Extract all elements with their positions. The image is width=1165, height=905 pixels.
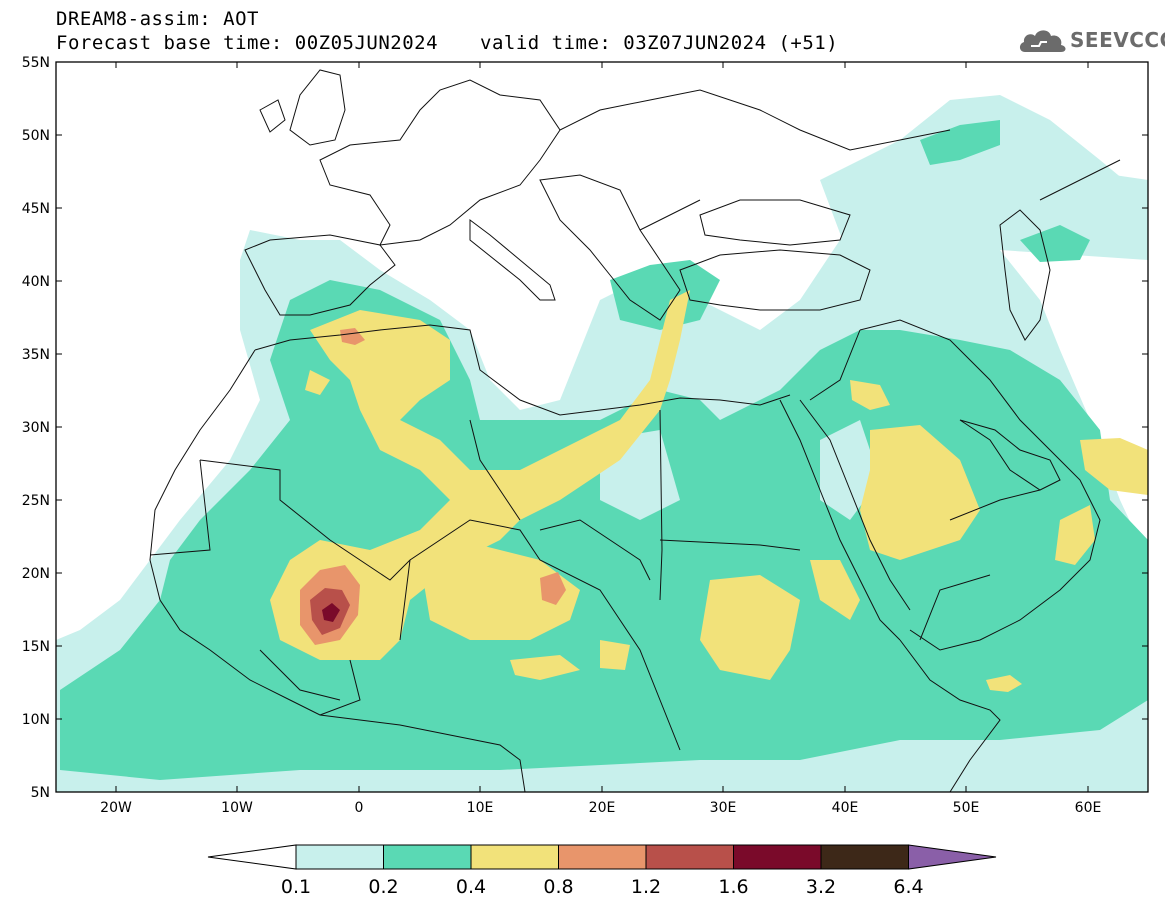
colorbar-over-triangle [908, 844, 997, 870]
product-title: DREAM8-assim: AOT [56, 8, 259, 30]
colorbar-bin-2 [383, 844, 472, 870]
lat-label-40n: 40N [22, 274, 50, 290]
lat-label-20n: 20N [22, 566, 50, 582]
valid-time: valid time: 03Z07JUN2024 (+51) [480, 32, 839, 54]
lon-label-10w: 10W [221, 800, 253, 816]
colorbar-label-0-4: 0.4 [456, 876, 486, 898]
lat-label-10n: 10N [22, 712, 50, 728]
lat-label-15n: 15N [22, 639, 50, 655]
colorbar-label-1-6: 1.6 [718, 876, 748, 898]
logo-text: SEEVCCC [1070, 28, 1165, 52]
colorbar: 0.1 0.2 0.4 0.8 1.2 1.6 3.2 6.4 [207, 844, 997, 898]
aot-level-0-4 [270, 290, 1148, 692]
lat-label-25n: 25N [22, 493, 50, 509]
cloud-icon [1019, 30, 1066, 52]
lat-label-55n: 55N [22, 55, 50, 71]
colorbar-bin-5 [645, 844, 734, 870]
lon-label-30e: 30E [710, 800, 737, 816]
colorbar-bin-3 [470, 844, 559, 870]
lat-label-50n: 50N [22, 128, 50, 144]
lat-label-5n: 5N [31, 785, 50, 801]
seevccc-logo: SEEVCCC [1017, 24, 1165, 58]
colorbar-under-triangle [207, 844, 297, 870]
colorbar-bin-4 [558, 844, 647, 870]
lon-label-50e: 50E [953, 800, 980, 816]
lon-label-40e: 40E [832, 800, 859, 816]
lat-label-35n: 35N [22, 347, 50, 363]
longitude-axis: 20W 10W 0 10E 20E 30E 40E 50E 60E [100, 62, 1101, 816]
colorbar-bin-6 [733, 844, 822, 870]
lat-label-45n: 45N [22, 201, 50, 217]
aot-field [56, 95, 1148, 792]
lon-label-60e: 60E [1075, 800, 1102, 816]
coastlines-borders [149, 69, 1121, 792]
lat-label-30n: 30N [22, 420, 50, 436]
colorbar-label-1-2: 1.2 [631, 876, 661, 898]
colorbar-label-3-2: 3.2 [806, 876, 836, 898]
colorbar-bin-7 [820, 844, 909, 870]
lon-label-10e: 10E [467, 800, 494, 816]
forecast-base-time: Forecast base time: 00Z05JUN2024 [56, 32, 439, 54]
lon-label-0: 0 [355, 800, 364, 816]
colorbar-label-0-8: 0.8 [543, 876, 573, 898]
latitude-axis: 55N 50N 45N 40N 35N 30N 25N 20N 15N 10N … [22, 55, 1148, 801]
colorbar-label-6-4: 6.4 [893, 876, 923, 898]
aot-level-1-6 [322, 603, 340, 622]
colorbar-bin-1 [295, 844, 384, 870]
colorbar-label-0-2: 0.2 [368, 876, 398, 898]
lon-label-20e: 20E [589, 800, 616, 816]
colorbar-label-0-1: 0.1 [281, 876, 311, 898]
lon-label-20w: 20W [100, 800, 132, 816]
